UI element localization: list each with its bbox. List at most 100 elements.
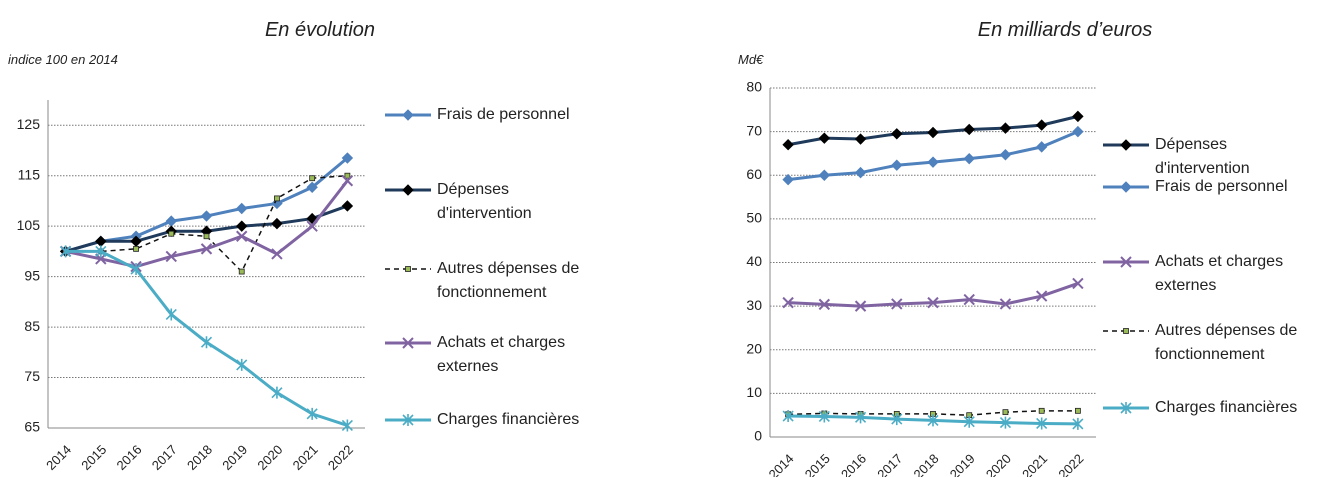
- marker: [1072, 417, 1084, 430]
- marker: [168, 230, 175, 237]
- x-tick-label: 2021: [1019, 451, 1050, 477]
- x-tick-label: 2022: [325, 442, 356, 473]
- marker: [1074, 407, 1081, 414]
- y-tick-label: 75: [24, 368, 40, 384]
- y-tick-label: 80: [746, 79, 762, 95]
- marker: [782, 410, 794, 423]
- x-tick-label: 2019: [947, 451, 978, 477]
- marker: [782, 139, 794, 151]
- marker: [344, 172, 351, 179]
- x-tick-label: 2018: [184, 442, 215, 473]
- marker: [818, 169, 831, 181]
- y-tick-label: 125: [17, 116, 41, 132]
- marker: [1072, 277, 1084, 290]
- marker: [1072, 125, 1084, 138]
- x-tick-label: 2015: [802, 451, 833, 477]
- y-tick-label: 20: [746, 340, 762, 356]
- marker: [236, 202, 248, 215]
- legend-marker: [402, 337, 414, 349]
- marker: [1035, 119, 1048, 131]
- legend-marker: [402, 109, 414, 121]
- marker: [891, 128, 903, 140]
- legend-marker: [1120, 402, 1132, 414]
- marker: [200, 336, 213, 349]
- marker: [1036, 417, 1048, 430]
- y-tick-label: 30: [746, 297, 762, 313]
- marker: [1072, 110, 1084, 123]
- marker: [271, 248, 283, 260]
- marker: [271, 386, 283, 399]
- marker: [782, 173, 794, 186]
- marker: [854, 411, 867, 424]
- x-tick-label: 2020: [983, 451, 1014, 477]
- y-axis-label: indice 100 en 2014: [8, 52, 118, 67]
- marker: [95, 245, 107, 258]
- marker: [133, 245, 139, 252]
- legend-marker: [405, 266, 411, 272]
- legend-label: Dépenses d'intervention: [1155, 136, 1250, 177]
- marker: [854, 133, 867, 145]
- marker: [927, 156, 939, 168]
- marker: [999, 298, 1012, 310]
- legend-label: Frais de personnel: [437, 106, 570, 123]
- legend-marker: [1120, 256, 1132, 268]
- marker: [927, 414, 939, 427]
- y-tick-label: 85: [24, 318, 40, 334]
- x-tick-label: 2014: [43, 442, 74, 473]
- marker: [271, 217, 283, 230]
- marker: [891, 298, 903, 310]
- marker: [306, 220, 318, 232]
- legend-label: Achats et charges externes: [1155, 253, 1284, 294]
- x-tick-label: 2016: [114, 442, 145, 473]
- marker: [274, 195, 280, 202]
- y-tick-label: 50: [746, 210, 762, 226]
- y-tick-label: 95: [24, 267, 40, 283]
- marker: [963, 415, 975, 428]
- marker: [238, 268, 245, 275]
- marker: [1035, 141, 1048, 153]
- marker: [341, 175, 354, 187]
- marker: [963, 123, 975, 136]
- marker: [95, 235, 107, 247]
- marker: [200, 243, 213, 255]
- marker: [999, 122, 1012, 134]
- x-tick-label: 2017: [149, 442, 180, 473]
- x-tick-label: 2019: [219, 442, 250, 473]
- marker: [1038, 407, 1045, 414]
- marker: [165, 308, 177, 321]
- y-tick-label: 40: [746, 253, 762, 269]
- marker: [854, 300, 867, 312]
- x-tick-label: 2020: [254, 442, 285, 473]
- marker: [927, 126, 939, 139]
- marker: [818, 410, 830, 423]
- x-tick-label: 2015: [78, 442, 109, 473]
- marker: [1002, 409, 1009, 416]
- y-tick-label: 60: [746, 166, 762, 182]
- marker: [963, 152, 975, 165]
- y-tick-label: 115: [18, 166, 41, 182]
- legend-marker: [402, 184, 414, 196]
- y-tick-label: 10: [746, 384, 762, 400]
- marker: [203, 233, 210, 240]
- x-tick-label: 2016: [838, 451, 869, 477]
- marker: [236, 220, 248, 232]
- marker: [999, 416, 1012, 429]
- marker: [165, 215, 177, 227]
- legend-label: Autres dépenses de fonctionnement: [437, 260, 580, 301]
- chart-title: En évolution: [265, 19, 375, 41]
- chart-title: En milliards d’euros: [978, 19, 1153, 41]
- marker: [341, 419, 353, 432]
- y-tick-label: 70: [746, 122, 762, 138]
- legend-marker: [1123, 328, 1129, 334]
- marker: [782, 296, 794, 309]
- marker: [963, 293, 975, 306]
- marker: [60, 245, 72, 258]
- marker: [165, 250, 177, 263]
- x-tick-label: 2018: [910, 451, 941, 477]
- y-tick-label: 65: [24, 419, 40, 435]
- y-tick-label: 105: [17, 217, 41, 233]
- x-tick-label: 2017: [874, 451, 905, 477]
